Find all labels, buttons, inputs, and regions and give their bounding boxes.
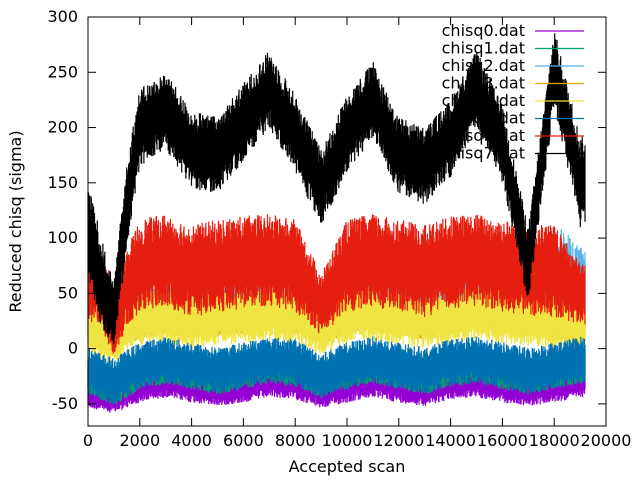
x-tick-label: 0 <box>83 431 93 450</box>
x-tick-label: 16000 <box>477 431 528 450</box>
legend-label: chisq6.dat <box>442 126 525 145</box>
x-tick-label: 12000 <box>373 431 424 450</box>
x-axis-title: Accepted scan <box>289 457 406 476</box>
y-tick-label: 50 <box>58 283 78 302</box>
y-tick-label: 300 <box>47 7 78 26</box>
legend-item: chisq2.dat <box>442 56 584 75</box>
legend-item: chisq7.dat <box>442 144 584 163</box>
legend: chisq0.datchisq1.datchisq2.datchisq3.dat… <box>442 21 584 163</box>
legend-item: chisq0.dat <box>442 21 584 40</box>
x-tick-label: 20000 <box>581 431 632 450</box>
x-tick-label: 6000 <box>223 431 264 450</box>
legend-item: chisq3.dat <box>442 74 584 93</box>
y-tick-label: 0 <box>68 339 78 358</box>
legend-item: chisq4.dat <box>442 91 584 110</box>
y-tick-label: 200 <box>47 118 78 137</box>
legend-label: chisq4.dat <box>442 91 525 110</box>
plot-series-layer <box>87 33 586 413</box>
legend-item: chisq5.dat <box>442 109 584 128</box>
x-tick-label: 2000 <box>119 431 160 450</box>
x-tick-label: 4000 <box>171 431 212 450</box>
legend-item: chisq1.dat <box>442 39 584 58</box>
y-axis-title: Reduced chisq (sigma) <box>6 130 25 312</box>
y-tick-label: 150 <box>47 173 78 192</box>
y-tick-label: 100 <box>47 228 78 247</box>
legend-label: chisq2.dat <box>442 56 525 75</box>
legend-label: chisq5.dat <box>442 109 525 128</box>
x-tick-label: 8000 <box>275 431 316 450</box>
legend-label: chisq3.dat <box>442 74 525 93</box>
legend-label: chisq7.dat <box>442 144 525 163</box>
legend-item: chisq6.dat <box>442 126 584 145</box>
legend-label: chisq0.dat <box>442 21 525 40</box>
legend-label: chisq1.dat <box>442 39 525 58</box>
y-tick-label: -50 <box>52 394 78 413</box>
axis-ticks: 0 2000 4000 6000 8000 10000 12000 14000 16000 180… <box>47 7 631 450</box>
x-tick-label: 14000 <box>425 431 476 450</box>
x-tick-label: 10000 <box>322 431 373 450</box>
y-tick-label: 250 <box>47 62 78 81</box>
x-tick-label: 18000 <box>529 431 580 450</box>
